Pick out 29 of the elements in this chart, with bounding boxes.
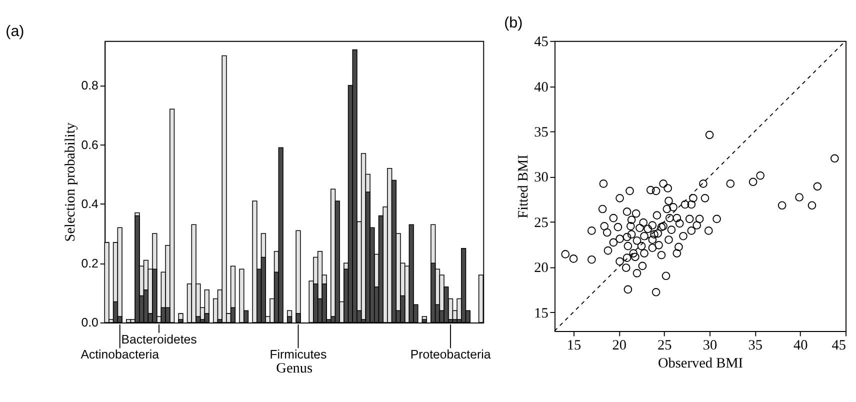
y-tick-label: 0.4	[81, 197, 99, 212]
chart-title: (a)	[6, 23, 24, 40]
x-tick-label: 15	[566, 338, 582, 354]
x-tick-label: 40	[794, 338, 808, 354]
x-tick-label: Firmicutes	[270, 348, 327, 362]
x-tick-label: 20	[612, 338, 626, 354]
y-axis-title: Fitted BMI	[515, 154, 532, 218]
chart-title: (b)	[504, 14, 523, 32]
y-tick-label: 0.0	[81, 316, 99, 330]
x-tick-label: 30	[702, 338, 718, 354]
x-tick-label: Actinobacteria	[80, 348, 160, 362]
y-axis-title: Selection probability	[62, 122, 79, 242]
x-tick-label: 45	[832, 338, 846, 354]
y-tick-label: 0.8	[81, 78, 99, 93]
y-tick-label: 40	[534, 79, 548, 96]
x-axis-title: Observed BMI	[658, 356, 744, 372]
x-tick-label: 35	[748, 338, 762, 354]
y-tick-label: 30	[534, 170, 548, 186]
y-tick-label: 35	[534, 124, 548, 141]
y-tick-label: 0.2	[81, 256, 99, 270]
x-tick-label: 25	[658, 338, 672, 354]
y-tick-label: 0.6	[81, 138, 99, 152]
x-tick-label: Bacteroidetes	[121, 332, 197, 346]
y-tick-label: 45	[534, 34, 548, 50]
y-tick-label: 15	[534, 305, 548, 322]
y-tick-label: 25	[534, 214, 548, 231]
x-axis-title: Genus	[276, 360, 314, 376]
y-tick-label: 20	[534, 260, 548, 276]
x-tick-label: Proteobacteria	[410, 348, 491, 362]
